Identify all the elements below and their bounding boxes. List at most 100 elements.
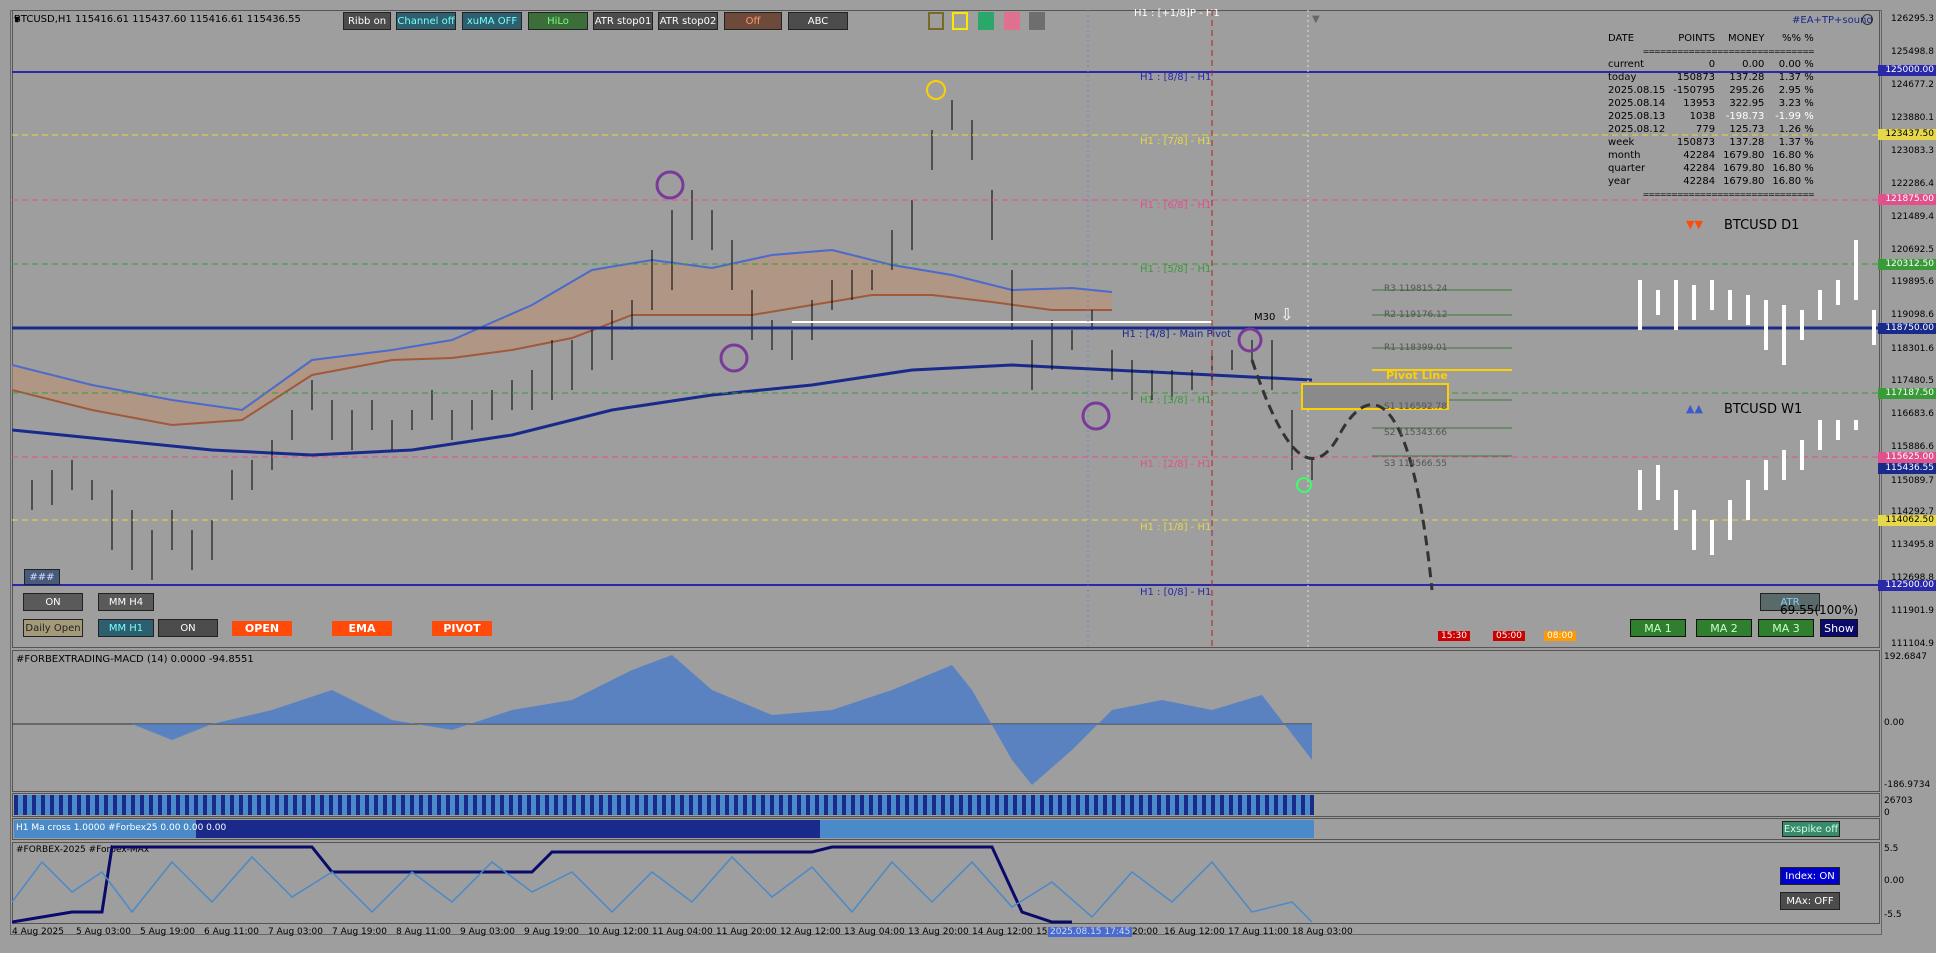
swing-circle-3 (1081, 401, 1111, 431)
atr-stop01-button[interactable]: ATR stop01 (593, 12, 653, 30)
channel-toggle-button[interactable]: Channel off (396, 12, 456, 30)
time-tick: 4 Aug 2025 (12, 927, 64, 937)
ma-cross-bars (14, 820, 1314, 838)
strip-axis: 26703 (1884, 796, 1913, 806)
swing-low-circle (1296, 477, 1312, 493)
color-swatch-green[interactable] (978, 12, 994, 30)
price-tick: 122286.4 (1891, 179, 1934, 189)
time-tick: 18 Aug 03:00 (1292, 927, 1353, 937)
time-tick: 10 Aug 12:00 (588, 927, 649, 937)
level-0-8-label: H1 : [0/8] - H1 (1140, 587, 1212, 598)
level-4-8-label: H1 : [4/8] - Main Pivot (1122, 329, 1232, 340)
level-3-8-label: H1 : [3/8] - H1 (1140, 395, 1212, 406)
atr-stop02-button[interactable]: ATR stop02 (658, 12, 718, 30)
shift-marker-icon[interactable]: ▼ (1312, 14, 1320, 25)
level-1-8-label: H1 : [1/8] - H1 (1140, 522, 1212, 533)
macd-axis-zero: 0.00 (1884, 718, 1905, 728)
macd-axis-top: 192.6847 (1884, 652, 1927, 662)
color-swatch-olive[interactable] (928, 12, 944, 30)
pivot-label-button[interactable]: PIVOT (432, 621, 492, 636)
ma2-button[interactable]: MA 2 (1696, 619, 1752, 637)
stats-separator: ============================== (1642, 47, 1815, 56)
fast-ma-line (12, 248, 1113, 412)
swing-high-circle (926, 80, 946, 100)
hash-button[interactable]: ### (24, 569, 60, 585)
strip-bars (14, 795, 1314, 815)
r1-label: R1 118399.01 (1384, 343, 1448, 353)
forbex-axis-bottom: -5.5 (1884, 910, 1902, 920)
ma1-button[interactable]: MA 1 (1630, 619, 1686, 637)
time-tick: 13 Aug 04:00 (844, 927, 905, 937)
forbex-panel[interactable] (12, 842, 1880, 924)
ribbon-toggle-button[interactable]: Ribb on (343, 12, 391, 30)
off-toggle-button[interactable]: Off (724, 12, 782, 30)
ma-ribbon (12, 250, 1112, 425)
show-button[interactable]: Show (1820, 619, 1858, 637)
table-row: 2025.08.14 13953 322.95 3.23 % (1608, 98, 1814, 109)
level-5-8-label: H1 : [5/8] - H1 (1140, 264, 1212, 275)
profit-stats-table: DATE POINTS MONEY %% % =================… (1604, 32, 1818, 201)
w1-title: BTCUSD W1 (1724, 402, 1803, 417)
max-toggle-button[interactable]: MAx: OFF (1780, 892, 1840, 910)
price-tick: 114292.7 (1891, 507, 1934, 517)
level-7-8-price-tag: 123437.50 (1878, 129, 1936, 140)
macd-histogram (12, 655, 1312, 785)
exspike-button[interactable]: Exspike off (1782, 821, 1840, 837)
level-3-8-price-tag: 117187.50 (1878, 388, 1936, 399)
mm-h4-button[interactable]: MM H4 (98, 593, 154, 611)
price-tick: 118301.6 (1891, 344, 1934, 354)
time-tick: 8 Aug 11:00 (396, 927, 451, 937)
time-tick: 15 (1036, 927, 1048, 937)
hilo-toggle-button[interactable]: HiLo (528, 12, 588, 30)
time-tick: 12 Aug 12:00 (780, 927, 841, 937)
color-swatch-pink[interactable] (1004, 12, 1020, 30)
r2-label: R2 119176.12 (1384, 310, 1448, 320)
macd-panel[interactable] (12, 650, 1880, 792)
stats-separator: ============================== (1642, 190, 1815, 199)
level-2-8-price-tag: 115625.00 (1878, 452, 1936, 463)
time-tick: 11 Aug 20:00 (716, 927, 777, 937)
price-tick: 119098.6 (1891, 310, 1934, 320)
index-toggle-button[interactable]: Index: ON (1780, 867, 1840, 885)
level-7-8-label: H1 : [7/8] - H1 (1140, 136, 1212, 147)
d1-mini-candles (1638, 240, 1876, 365)
table-row: quarter 42284 1679.80 16.80 % (1608, 163, 1814, 174)
color-swatch-yellow[interactable] (952, 12, 968, 30)
price-tick: 115089.7 (1891, 476, 1934, 486)
daily-open-button[interactable]: Daily Open (23, 619, 83, 637)
time-tick: 5 Aug 03:00 (76, 927, 131, 937)
price-tick: 120692.5 (1891, 245, 1934, 255)
ma3-button[interactable]: MA 3 (1758, 619, 1814, 637)
s2-label: S2 115343.66 (1384, 428, 1447, 438)
time-tick: 20:00 (1132, 927, 1158, 937)
table-row: 2025.08.13 1038 -198.73 -1.99 % (1608, 111, 1814, 122)
xuma-toggle-button[interactable]: xuMA OFF (462, 12, 522, 30)
stats-header-date: DATE (1608, 33, 1635, 44)
time-tick: 17 Aug 11:00 (1228, 927, 1289, 937)
mm-h1-button[interactable]: MM H1 (98, 619, 154, 637)
open-label-button[interactable]: OPEN (232, 621, 292, 636)
top-level-marker: H1 : [+1/8]P - H1 (1134, 8, 1220, 19)
color-swatch-gray[interactable] (1029, 12, 1045, 30)
atr-button[interactable]: ATR (1760, 593, 1820, 611)
ema-label-button[interactable]: EMA (332, 621, 392, 636)
table-row: week 150873 137.28 1.37 % (1608, 137, 1814, 148)
level-0-8-price-tag: 112500.00 (1878, 580, 1936, 591)
collapse-icon[interactable]: ▼ (14, 15, 21, 24)
abc-toggle-button[interactable]: ABC (788, 12, 848, 30)
pivot-zone-box (1301, 383, 1449, 410)
ma-cross-panel[interactable] (12, 818, 1880, 840)
strip-axis-zero: 0 (1884, 808, 1890, 818)
d1-arrows: ▼▼ (1686, 218, 1703, 231)
forbex-chart (12, 845, 1313, 924)
r3-label: R3 119815.24 (1384, 284, 1448, 294)
price-tick: 126295.3 (1891, 14, 1934, 24)
on-button-1[interactable]: ON (23, 593, 83, 611)
strip-panel[interactable] (12, 793, 1880, 817)
price-tick: 113495.8 (1891, 540, 1934, 550)
level-5-8-price-tag: 120312.50 (1878, 259, 1936, 270)
s3-label: S3 114566.55 (1384, 459, 1447, 469)
on-button-2[interactable]: ON (158, 619, 218, 637)
swing-circle-2 (719, 343, 749, 373)
swing-circle-1 (655, 170, 685, 200)
